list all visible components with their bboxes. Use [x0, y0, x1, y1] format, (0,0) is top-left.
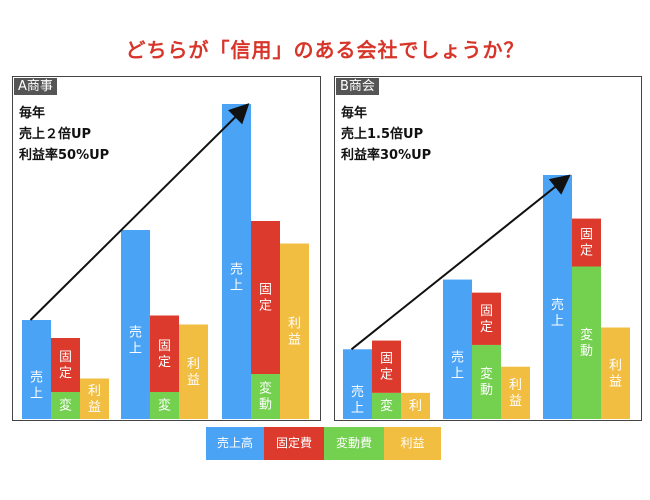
a-variable-label-2: 変 — [158, 397, 171, 413]
b-fixed-label-1: 固定 — [380, 351, 393, 382]
b-sales-bar-3 — [543, 175, 572, 419]
b-variable-bar-3 — [572, 266, 601, 419]
b-sales-label-2: 売上 — [451, 349, 464, 381]
legend-profit: 利益 — [384, 427, 441, 460]
panel-a-tag: A商事 — [14, 78, 57, 95]
a-profit-label-3: 利益 — [288, 316, 301, 347]
b-profit-bar-3 — [601, 327, 630, 419]
legend: 売上高 固定費 変動費 利益 — [206, 427, 441, 460]
a-fixed-bar-2 — [150, 315, 179, 392]
panel-b-tag: B商会 — [336, 78, 379, 95]
panel-b-note-3: 利益率30%UP — [341, 148, 432, 163]
b-sales-bar-2 — [443, 279, 472, 419]
panel-a-notes: 毎年 売上２倍UP 利益率50%UP — [19, 103, 109, 166]
a-fixed-bar-1 — [51, 338, 80, 392]
legend-variable-cost: 変動費 — [324, 427, 384, 460]
b-profit-label-3: 利益 — [609, 358, 622, 389]
b-sales-bar-1 — [343, 349, 372, 419]
a-profit-bar-1 — [80, 378, 109, 419]
b-profit-bar-1 — [401, 392, 430, 419]
b-variable-label-1: 変 — [380, 397, 393, 413]
panel-a-note-1: 毎年 — [19, 106, 46, 121]
panel-a-note-3: 利益率50%UP — [19, 148, 110, 163]
a-fixed-label-3: 固定 — [259, 282, 272, 313]
b-sales-label-1: 売上 — [351, 384, 364, 416]
a-sales-label-2: 売上 — [129, 324, 142, 356]
b-profit-label-2: 利益 — [509, 377, 522, 408]
panel-b-note-1: 毎年 — [341, 106, 368, 121]
a-variable-label-1: 変 — [59, 397, 72, 413]
b-fixed-bar-1 — [372, 340, 401, 393]
b-variable-label-3: 変動 — [580, 326, 593, 358]
a-profit-label-2: 利益 — [187, 356, 200, 387]
b-fixed-bar-3 — [572, 218, 601, 267]
b-variable-bar-2 — [472, 344, 501, 419]
b-fixed-label-3: 固定 — [580, 227, 593, 258]
a-fixed-label-2: 固定 — [158, 338, 171, 369]
a-trend-arrow — [29, 103, 250, 321]
a-variable-label-3: 変動 — [259, 380, 272, 412]
a-variable-bar-3 — [251, 374, 280, 419]
b-fixed-bar-2 — [472, 292, 501, 345]
a-profit-label-1: 利益 — [88, 383, 101, 414]
b-trend-arrow — [350, 174, 571, 351]
b-variable-bar-1 — [372, 392, 401, 419]
a-sales-label-3: 売上 — [230, 261, 243, 293]
a-fixed-label-1: 固定 — [59, 350, 72, 381]
legend-fixed-cost: 固定費 — [264, 427, 324, 460]
a-variable-bar-1 — [51, 392, 80, 419]
panel-b-note-2: 売上1.5倍UP — [341, 127, 424, 142]
chart-title: どちらが「信用」のある会社でしょうか？ — [125, 38, 525, 62]
a-profit-bar-2 — [179, 324, 208, 419]
b-profit-label-1: 利 — [409, 398, 422, 413]
legend-sales: 売上高 — [206, 427, 264, 460]
b-variable-label-2: 変動 — [480, 365, 493, 397]
a-sales-label-1: 売上 — [30, 369, 43, 401]
b-fixed-label-2: 固定 — [480, 303, 493, 334]
a-sales-bar-2 — [121, 230, 150, 419]
a-variable-bar-2 — [150, 392, 179, 419]
panel-b-notes: 毎年 売上1.5倍UP 利益率30%UP — [341, 103, 431, 166]
b-sales-label-3: 売上 — [551, 297, 564, 329]
a-profit-bar-3 — [280, 243, 309, 419]
b-profit-bar-2 — [501, 366, 530, 419]
a-sales-bar-1 — [22, 320, 51, 419]
a-fixed-bar-3 — [251, 221, 280, 374]
a-sales-bar-3 — [222, 104, 251, 419]
panel-a-note-2: 売上２倍UP — [19, 127, 92, 142]
